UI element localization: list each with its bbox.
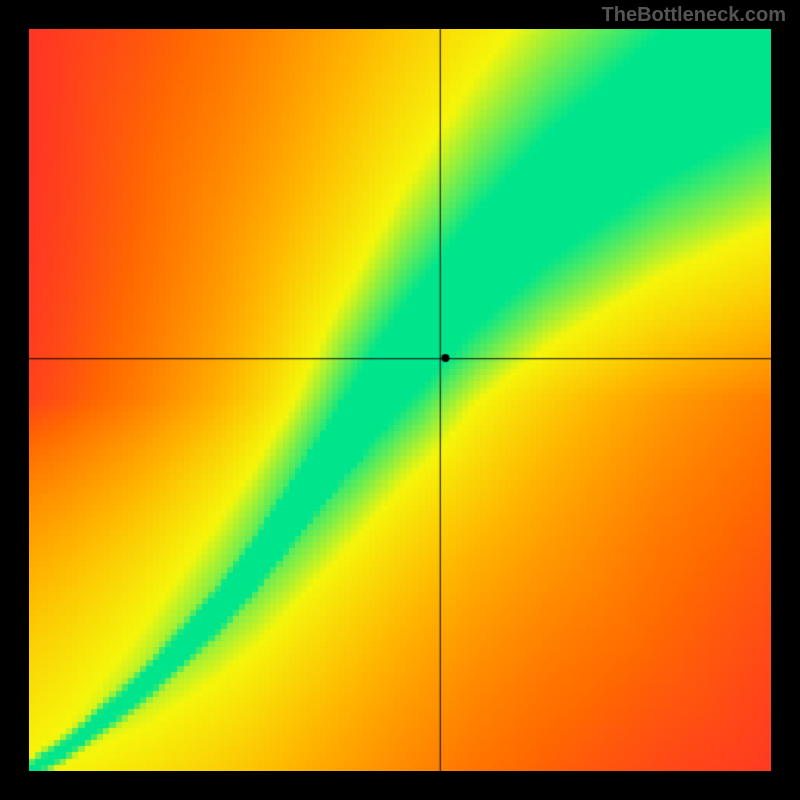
watermark-text: TheBottleneck.com [602,4,786,27]
chart-container: TheBottleneck.com [0,0,800,800]
heatmap-canvas [29,29,771,771]
heatmap-plot [29,29,771,771]
